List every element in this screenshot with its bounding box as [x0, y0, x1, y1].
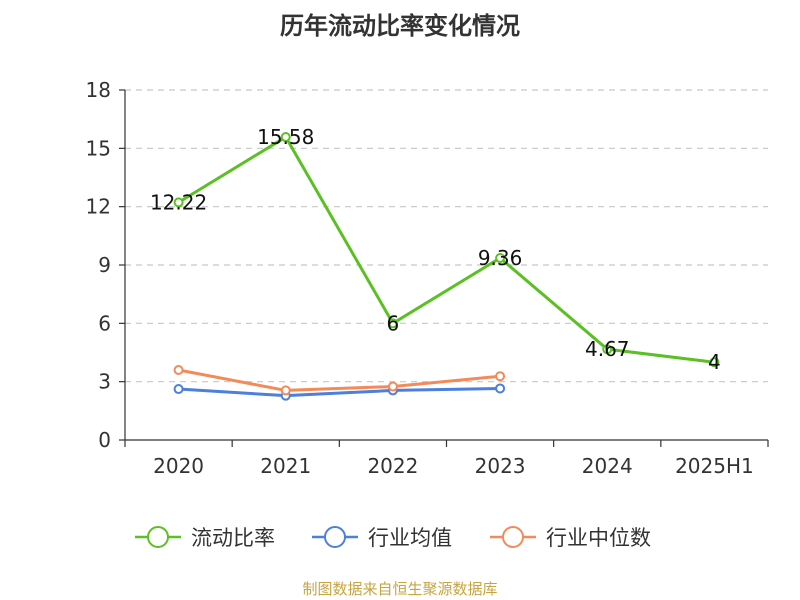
data-label: 9.36: [478, 246, 523, 270]
series-line-3: [178, 368, 501, 392]
source-note: 制图数据来自恒生聚源数据库: [302, 580, 498, 598]
x-tick-label: 2022: [367, 454, 418, 478]
data-label: 4: [708, 350, 721, 374]
data-point: [602, 344, 613, 355]
data-point: [173, 384, 184, 395]
series-line-2: [178, 386, 501, 398]
data-point: [495, 383, 506, 394]
data-point: [173, 197, 184, 208]
x-tick-label: 2025H1: [675, 454, 754, 478]
data-point: [280, 132, 291, 143]
y-tick-label: 15: [86, 136, 111, 160]
x-tick-label: 2021: [260, 454, 311, 478]
legend-label: 行业均值: [368, 526, 452, 550]
data-point: [280, 385, 291, 396]
data-point: [495, 371, 506, 382]
x-tick-label: 2020: [153, 454, 204, 478]
y-tick-label: 6: [98, 311, 111, 335]
legend-marker: [147, 526, 169, 548]
legend-marker: [324, 526, 346, 548]
x-tick-label: 2023: [475, 454, 526, 478]
y-tick-label: 3: [98, 370, 111, 394]
legend-label: 流动比率: [191, 526, 275, 550]
data-label: 12.22: [150, 190, 207, 214]
data-point: [173, 365, 184, 375]
data-point: [709, 357, 720, 368]
y-tick-label: 9: [98, 253, 111, 277]
chart-title: 历年流动比率变化情况: [280, 12, 520, 40]
x-tick-label: 2024: [582, 454, 633, 478]
data-point: [387, 318, 398, 329]
legend-label: 行业中位数: [546, 526, 651, 550]
data-point: [495, 253, 506, 263]
data-label: 15.58: [257, 125, 314, 149]
data-label: 4.67: [585, 337, 630, 361]
data-point: [387, 381, 398, 392]
data-label: 6: [387, 311, 400, 335]
y-tick-label: 18: [86, 78, 111, 102]
y-tick-label: 0: [98, 428, 111, 452]
y-tick-label: 12: [86, 195, 111, 219]
series-line-1: [177, 135, 715, 364]
legend-marker: [502, 526, 524, 548]
